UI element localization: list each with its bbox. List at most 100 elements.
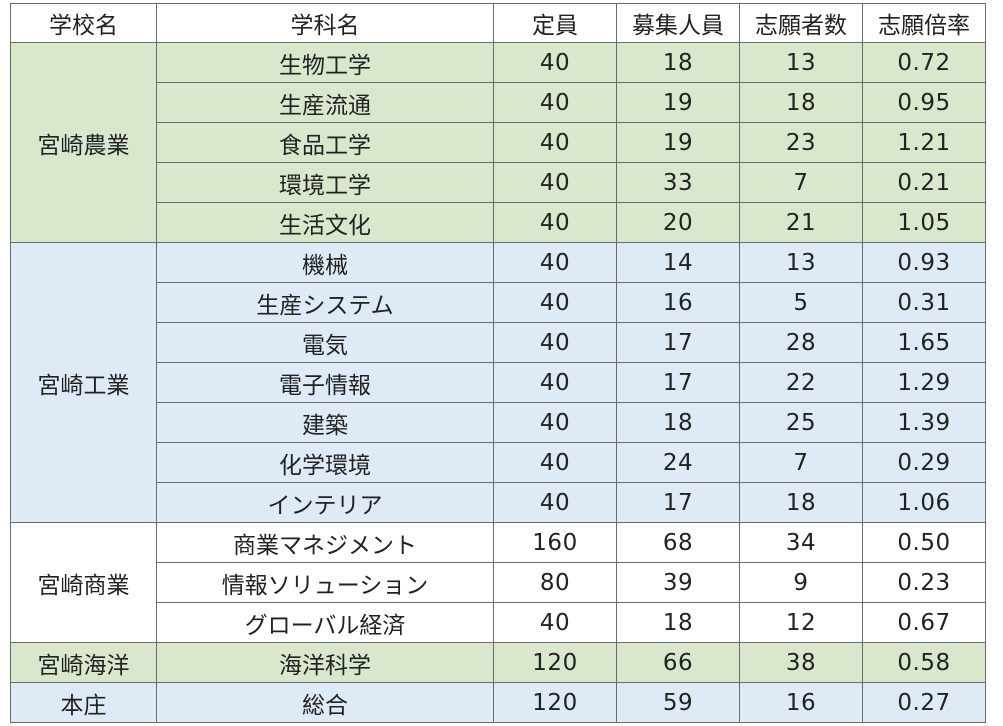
department-cell: 化学環境 <box>156 442 494 483</box>
department-cell: 電子情報 <box>156 362 494 403</box>
capacity-cell: 120 <box>493 642 617 683</box>
ratio-cell: 1.06 <box>862 482 986 523</box>
recruitment-cell: 17 <box>616 322 740 363</box>
ratio-cell: 1.65 <box>862 322 986 363</box>
table-row: 生産流通 40 19 18 0.95 <box>10 82 986 123</box>
table-row: 電気 40 17 28 1.65 <box>10 322 986 363</box>
ratio-cell: 0.21 <box>862 162 986 203</box>
capacity-cell: 40 <box>493 162 617 203</box>
department-cell: グローバル経済 <box>156 602 494 643</box>
applicants-cell: 22 <box>739 362 863 403</box>
ratio-cell: 1.05 <box>862 202 986 243</box>
capacity-cell: 40 <box>493 322 617 363</box>
header-recruitment: 募集人員 <box>616 3 740 43</box>
recruitment-cell: 16 <box>616 282 740 323</box>
table-row: 生活文化 40 20 21 1.05 <box>10 202 986 243</box>
applicants-cell: 21 <box>739 202 863 243</box>
ratio-cell: 0.23 <box>862 562 986 603</box>
capacity-cell: 40 <box>493 282 617 323</box>
recruitment-cell: 18 <box>616 42 740 83</box>
applicants-cell: 18 <box>739 82 863 123</box>
recruitment-cell: 20 <box>616 202 740 243</box>
applicants-cell: 13 <box>739 42 863 83</box>
ratio-cell: 0.29 <box>862 442 986 483</box>
ratio-cell: 0.31 <box>862 282 986 323</box>
header-department: 学科名 <box>156 3 494 43</box>
ratio-cell: 0.95 <box>862 82 986 123</box>
department-cell: 食品工学 <box>156 122 494 163</box>
applicants-cell: 13 <box>739 242 863 283</box>
department-cell: 環境工学 <box>156 162 494 203</box>
department-cell: 機械 <box>156 242 494 283</box>
recruitment-cell: 68 <box>616 522 740 563</box>
header-row: 学校名 学科名 定員 募集人員 志願者数 志願倍率 <box>10 3 986 43</box>
capacity-cell: 80 <box>493 562 617 603</box>
applicants-cell: 7 <box>739 162 863 203</box>
recruitment-cell: 19 <box>616 82 740 123</box>
ratio-cell: 0.58 <box>862 642 986 683</box>
capacity-cell: 40 <box>493 362 617 403</box>
table-row: 宮崎商業 商業マネジメント 160 68 34 0.50 <box>10 522 986 643</box>
school-name-cell: 本庄 <box>10 682 157 723</box>
school-name-cell: 宮崎農業 <box>10 42 157 243</box>
department-cell: インテリア <box>156 482 494 523</box>
table-row: 生産システム 40 16 5 0.31 <box>10 282 986 323</box>
recruitment-cell: 18 <box>616 602 740 643</box>
department-cell: 情報ソリューション <box>156 562 494 603</box>
applicants-cell: 23 <box>739 122 863 163</box>
applicants-cell: 38 <box>739 642 863 683</box>
admissions-table: 学校名 学科名 定員 募集人員 志願者数 志願倍率 宮崎農業 生物工学 40 18 13… <box>10 3 986 723</box>
recruitment-cell: 39 <box>616 562 740 603</box>
department-cell: 生活文化 <box>156 202 494 243</box>
recruitment-cell: 18 <box>616 402 740 443</box>
applicants-cell: 16 <box>739 682 863 723</box>
header-school: 学校名 <box>10 3 157 43</box>
department-cell: 商業マネジメント <box>156 522 494 563</box>
table-row: 宮崎海洋 海洋科学 120 66 38 0.58 <box>10 642 986 683</box>
school-name-cell: 宮崎海洋 <box>10 642 157 683</box>
ratio-cell: 0.72 <box>862 42 986 83</box>
ratio-cell: 1.29 <box>862 362 986 403</box>
recruitment-cell: 19 <box>616 122 740 163</box>
ratio-cell: 0.27 <box>862 682 986 723</box>
table-row: 宮崎工業 機械 40 14 13 0.93 <box>10 242 986 523</box>
recruitment-cell: 33 <box>616 162 740 203</box>
department-cell: 電気 <box>156 322 494 363</box>
table-row: 建築 40 18 25 1.39 <box>10 402 986 443</box>
recruitment-cell: 17 <box>616 362 740 403</box>
department-cell: 生産流通 <box>156 82 494 123</box>
table-row: 食品工学 40 19 23 1.21 <box>10 122 986 163</box>
header-ratio: 志願倍率 <box>862 3 986 43</box>
department-cell: 建築 <box>156 402 494 443</box>
department-cell: 生物工学 <box>156 42 494 83</box>
table-row: 情報ソリューション 80 39 9 0.23 <box>10 562 986 603</box>
table-row: インテリア 40 17 18 1.06 <box>10 482 986 523</box>
applicants-cell: 7 <box>739 442 863 483</box>
capacity-cell: 40 <box>493 402 617 443</box>
applicants-cell: 28 <box>739 322 863 363</box>
recruitment-cell: 17 <box>616 482 740 523</box>
table-row: グローバル経済 40 18 12 0.67 <box>10 602 986 643</box>
header-capacity: 定員 <box>493 3 617 43</box>
applicants-cell: 12 <box>739 602 863 643</box>
applicants-cell: 34 <box>739 522 863 563</box>
capacity-cell: 40 <box>493 42 617 83</box>
capacity-cell: 40 <box>493 82 617 123</box>
ratio-cell: 0.50 <box>862 522 986 563</box>
department-cell: 総合 <box>156 682 494 723</box>
ratio-cell: 1.39 <box>862 402 986 443</box>
recruitment-cell: 59 <box>616 682 740 723</box>
table-row: 本庄 総合 120 59 16 0.27 <box>10 682 986 723</box>
school-name-cell: 宮崎工業 <box>10 242 157 523</box>
applicants-cell: 5 <box>739 282 863 323</box>
capacity-cell: 40 <box>493 602 617 643</box>
applicants-cell: 18 <box>739 482 863 523</box>
school-name-cell: 宮崎商業 <box>10 522 157 643</box>
capacity-cell: 40 <box>493 242 617 283</box>
table-row: 環境工学 40 33 7 0.21 <box>10 162 986 203</box>
capacity-cell: 120 <box>493 682 617 723</box>
recruitment-cell: 66 <box>616 642 740 683</box>
capacity-cell: 40 <box>493 482 617 523</box>
ratio-cell: 1.21 <box>862 122 986 163</box>
ratio-cell: 0.93 <box>862 242 986 283</box>
